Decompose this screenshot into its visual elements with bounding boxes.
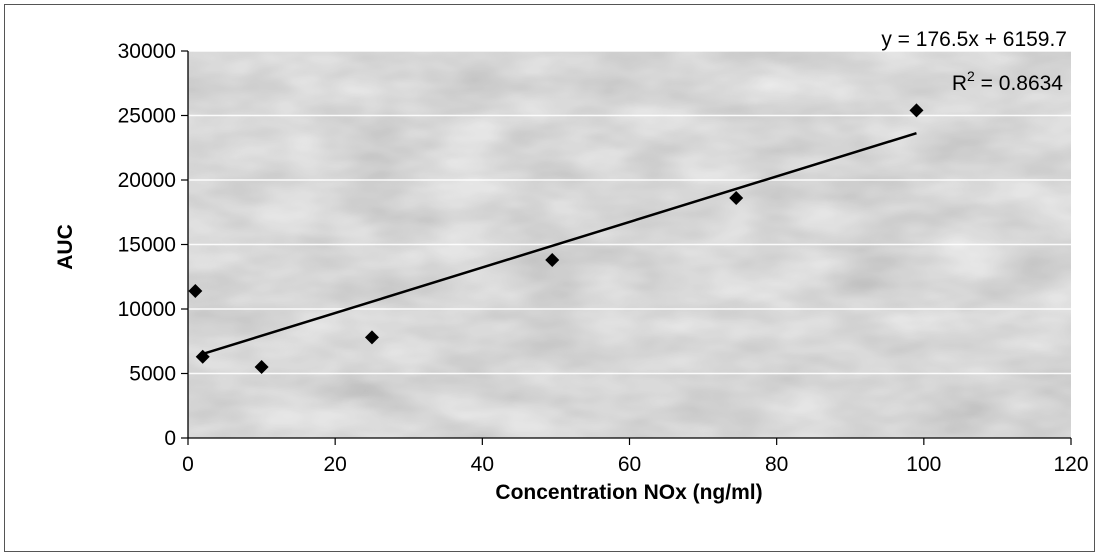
x-axis-ticks: 0 20 40 60 80 100 120 [182,438,1089,476]
x-tick-label: 20 [323,453,346,476]
x-tick-label: 80 [765,453,788,476]
r-squared-prefix: R [952,72,967,95]
x-tick-label: 0 [182,453,194,476]
data-point-diamond [909,103,924,118]
data-point-diamond [188,283,203,298]
chart-area: 0 5000 10000 15000 20000 25000 30000 0 20 40 60 80… [4,4,1095,552]
y-axis-ticks: 0 5000 10000 15000 20000 25000 30000 [118,40,188,450]
trendline [202,131,917,356]
trendline-equation: y = 176.5x + 6159.7 [881,28,1067,51]
r-squared-value: = 0.8634 [975,72,1063,95]
y-tick-label: 20000 [118,169,176,192]
x-tick-label: 120 [1053,453,1088,476]
data-point-diamond [195,349,210,364]
r-squared-superscript: 2 [967,68,975,84]
data-point-diamond [545,252,560,267]
data-point-diamond [364,330,379,345]
r-squared-label: R2 = 0.8634 [952,68,1063,95]
y-tick-label: 25000 [118,105,176,128]
y-axis-title: AUC [54,224,77,270]
trendline-layer [202,131,917,356]
x-axis-title: Concentration NOx (ng/ml) [495,481,762,504]
y-tick-label: 15000 [118,234,176,257]
gridlines [188,50,1071,375]
data-points [188,103,924,375]
data-point-diamond [254,360,269,375]
x-tick-label: 60 [618,453,641,476]
data-point-diamond [729,191,744,206]
y-tick-label: 30000 [118,40,176,63]
scatter-chart: 0 5000 10000 15000 20000 25000 30000 0 20 40 60 80… [54,28,1089,504]
y-tick-label: 0 [164,427,176,450]
x-tick-label: 100 [906,453,941,476]
x-tick-label: 40 [471,453,494,476]
y-tick-label: 5000 [129,363,176,386]
y-tick-label: 10000 [118,298,176,321]
